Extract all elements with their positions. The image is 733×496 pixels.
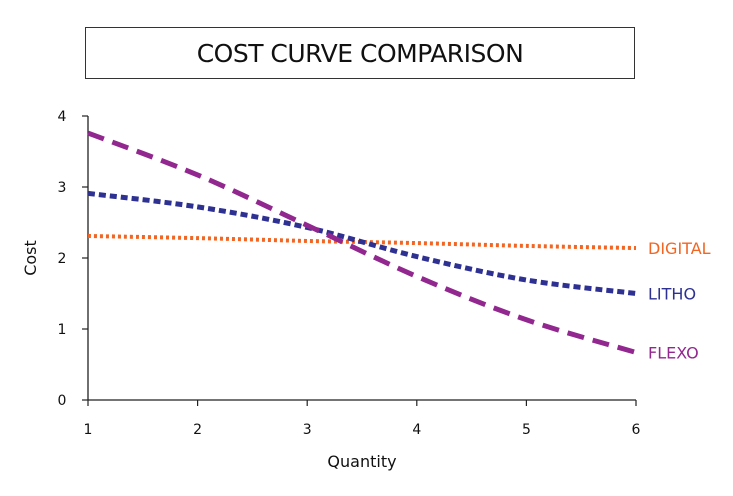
series-label-digital: DIGITAL: [648, 239, 711, 258]
y-tick-label: 2: [58, 251, 67, 267]
series-line-litho: [87, 190, 637, 296]
y-axis-label: Cost: [21, 240, 40, 276]
x-axis-label: Quantity: [327, 452, 396, 471]
x-tick-label: 6: [632, 422, 641, 438]
y-tick-label: 0: [58, 393, 67, 409]
y-tick-label: 1: [58, 322, 67, 338]
series-label-flexo: FLEXO: [648, 343, 699, 362]
y-tick-label: 4: [58, 109, 67, 125]
series-line-digital: [87, 233, 637, 251]
x-tick-label: 5: [522, 422, 531, 438]
x-tick-label: 3: [303, 422, 312, 438]
series-label-litho: LITHO: [648, 285, 696, 304]
y-tick-label: 3: [58, 180, 67, 196]
series-line-flexo: [87, 130, 637, 355]
x-tick-label: 1: [84, 422, 93, 438]
x-tick-label: 4: [412, 422, 421, 438]
x-tick-label: 2: [193, 422, 202, 438]
chart-title: COST CURVE COMPARISON: [85, 27, 635, 79]
